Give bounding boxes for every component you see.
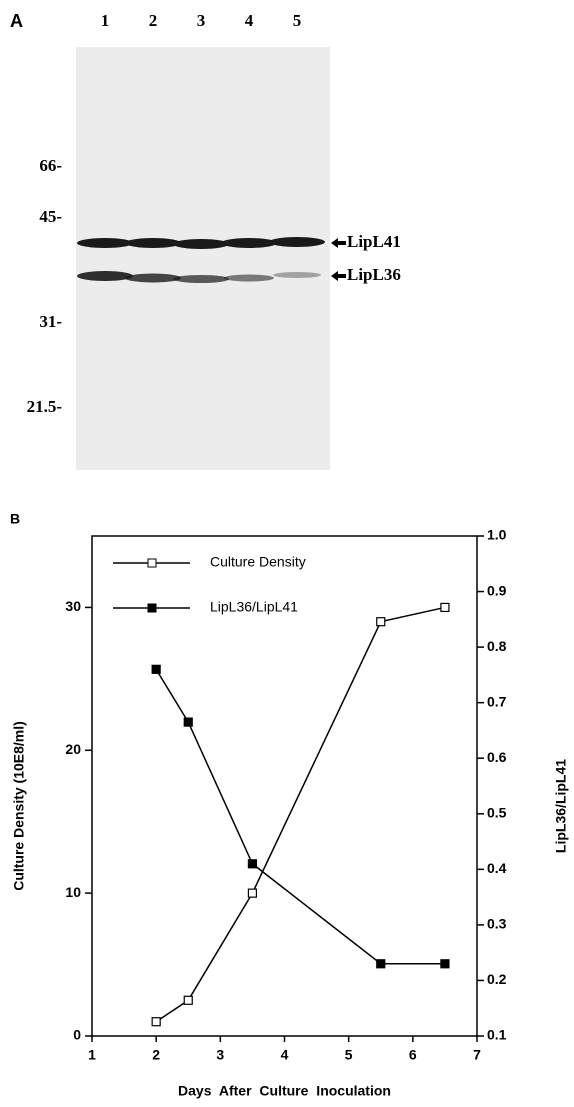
y-tick-label: 0 [73, 1027, 81, 1043]
legend-marker [148, 559, 156, 567]
series-marker [184, 718, 192, 726]
x-tick-label: 7 [473, 1047, 481, 1063]
y2-tick-label: 1.0 [487, 527, 507, 543]
x-tick-label: 6 [409, 1047, 417, 1063]
series-marker [152, 1018, 160, 1026]
y-tick-label: 20 [65, 741, 81, 757]
y2-tick-label: 0.2 [487, 971, 507, 987]
series-marker [152, 665, 160, 673]
series-line [156, 607, 445, 1021]
lane-label: 5 [293, 11, 302, 30]
y2-tick-label: 0.3 [487, 916, 507, 932]
series-line [156, 669, 445, 963]
panel-label: B [10, 511, 20, 527]
marker-label: 45- [39, 207, 62, 226]
page: A 1 2 3 4 5 66- 45- 31- 21.5- LipL41 LipL36 B 1 2 3 4 5… [0, 0, 574, 1107]
lane-label: 2 [149, 11, 158, 30]
series-marker [377, 960, 385, 968]
y2-tick-label: 0.9 [487, 582, 507, 598]
y2-tick-label: 0.7 [487, 693, 507, 709]
series-marker [441, 960, 449, 968]
x-tick-label: 5 [345, 1047, 353, 1063]
panel-label: A [10, 11, 23, 31]
blot [76, 47, 330, 470]
figure: A 1 2 3 4 5 66- 45- 31- 21.5- LipL41 LipL36 B 1 2 3 4 5… [0, 0, 574, 1107]
band-label: LipL36 [347, 265, 401, 284]
y2-axis-label: LipL36/LipL41 [553, 759, 569, 853]
x-tick-label: 4 [281, 1047, 289, 1063]
x-tick-label: 3 [216, 1047, 224, 1063]
lane-label: 1 [101, 11, 110, 30]
y2-tick-label: 0.6 [487, 749, 507, 765]
legend-label: Culture Density [210, 554, 306, 570]
y-tick-label: 30 [65, 598, 81, 614]
series-marker [248, 860, 256, 868]
y2-tick-label: 0.8 [487, 638, 507, 654]
marker-label: 21.5- [27, 397, 63, 416]
band-arrows [331, 238, 346, 281]
x-axis-label: Days After Culture Inoculation [178, 1083, 391, 1099]
legend-label: LipL36/LipL41 [210, 599, 298, 615]
marker-label: 31- [39, 312, 62, 331]
lane-label: 4 [245, 11, 254, 30]
series-marker [377, 618, 385, 626]
band-label: LipL41 [347, 232, 401, 251]
marker-label: 66- [39, 156, 62, 175]
series-marker [184, 996, 192, 1004]
x-tick-label: 1 [88, 1047, 96, 1063]
lane-label: 3 [197, 11, 206, 30]
y-axis-label: Culture Density (10E8/ml) [11, 721, 27, 891]
y2-tick-label: 0.4 [487, 860, 507, 876]
x-tick-label: 2 [152, 1047, 160, 1063]
series-marker [441, 603, 449, 611]
y2-tick-label: 0.1 [487, 1027, 507, 1043]
series-marker [248, 889, 256, 897]
legend-marker [148, 604, 156, 612]
y-tick-label: 10 [65, 884, 81, 900]
chart: B 1 2 3 4 5 6 7 0 10 20 30 0.1 0.2 0.3 0.4 0.5 0.6 0.7 0.8 0… [10, 511, 569, 1099]
y2-tick-label: 0.5 [487, 804, 507, 820]
